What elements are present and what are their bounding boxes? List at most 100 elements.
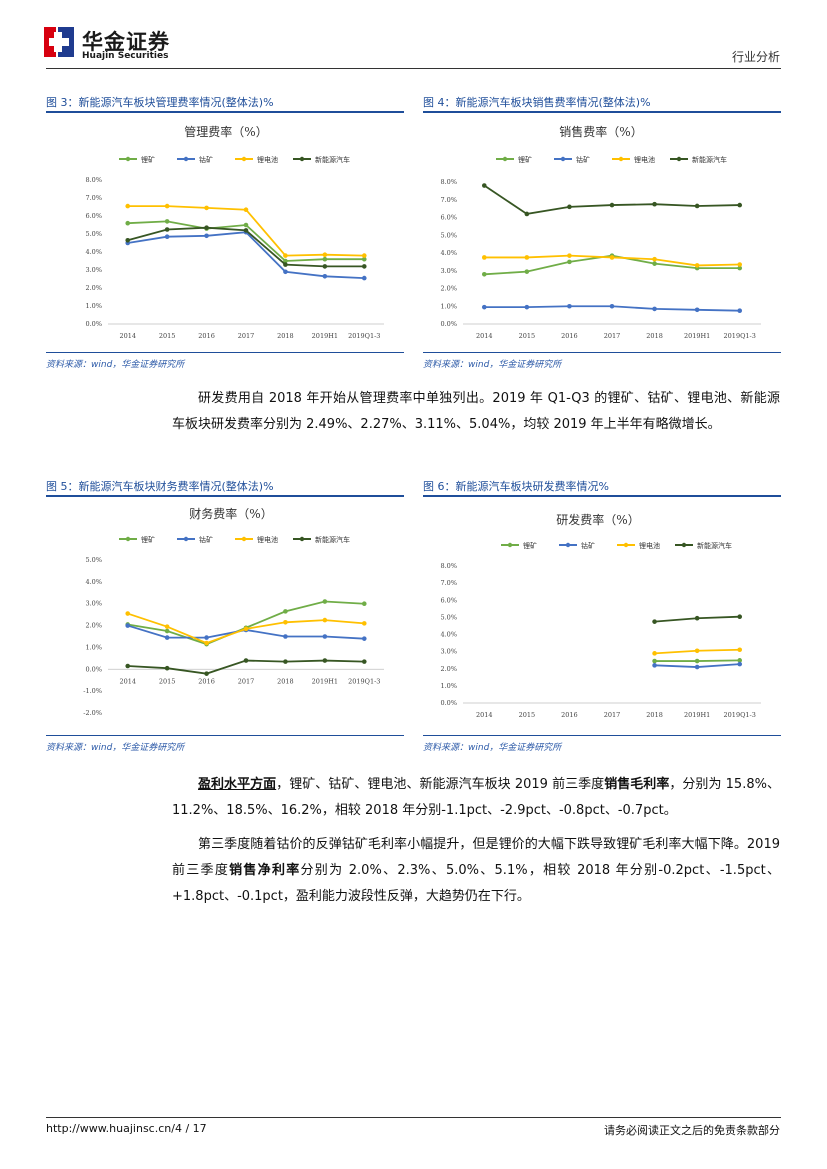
y-tick-label: 5.0% [440,613,457,621]
data-point-cobalt-mine [652,306,657,312]
legend-label-nev: 新能源汽车 [697,541,732,550]
data-point-cobalt-mine [694,664,700,670]
data-point-lithium-battery [164,624,170,629]
data-point-nev [361,659,367,664]
x-tick-label: 2016 [561,711,578,719]
footer-url-link[interactable]: http://www.huajinsc.cn/4 / 17 [46,1122,207,1135]
figure-5-source: 资料来源：wind，华金证券研究所 [46,743,185,753]
data-point-nev [283,262,288,267]
y-tick-label: 6.0% [85,212,102,220]
y-tick-label: 6.0% [440,214,457,222]
data-point-lithium-mine [652,658,657,664]
figure-5-chart: 财务费率（%） 锂矿 钴矿 锂电池 新能源汽车 -2.0% -1.0% 0.0% 1.0% 2.0… [83,506,384,717]
figure-5-rule [46,495,404,497]
figure-3-rule [46,111,404,113]
data-point-lithium-battery [125,611,131,616]
data-point-nev [204,671,209,676]
data-point-lithium-mine [164,219,170,224]
figure-5-source-rule [46,735,404,736]
y-tick-label: 5.0% [85,556,102,564]
chart-title: 财务费率（%） [189,506,272,521]
legend-label-lithium-battery: 锂电池 [639,541,660,550]
data-point-lithium-battery [322,617,328,623]
data-point-lithium-mine [524,269,530,274]
data-point-lithium-battery [361,253,367,258]
legend-label-cobalt-mine: 钴矿 [576,155,590,164]
legend-marker-nev [299,536,305,542]
data-point-lithium-battery [204,205,209,211]
data-point-lithium-mine [322,599,328,604]
data-point-nev [164,665,170,671]
data-point-nev [737,614,743,619]
data-point-cobalt-mine [361,636,367,641]
data-point-lithium-mine [243,222,249,228]
figure-3-title: 图 3：新能源汽车板块管理费率情况(整体法)% [46,96,274,109]
legend-label-nev: 新能源汽车 [692,155,727,164]
data-point-nev [322,264,328,269]
x-tick-label: 2018 [277,332,294,340]
body-paragraph-3-text-b: 分别为 2.0%、2.3%、5.0%、5.1%，相较 2018 年分别-0.2p… [172,863,780,904]
x-tick-label: 2015 [159,677,176,685]
y-tick-label: 1.0% [85,302,102,310]
data-point-lithium-battery [243,207,249,212]
profitability-heading: 盈利水平方面 [198,777,277,792]
body-paragraph-1-text: 研发费用自 2018 年开始从管理费率中单独列出。2019 年 Q1-Q3 的锂… [172,391,780,432]
data-point-cobalt-mine [125,623,131,628]
figure-4-rule [423,111,781,113]
data-point-lithium-battery [567,253,572,258]
y-tick-label: 4.0% [85,248,102,256]
series-line-nev [483,184,740,215]
y-tick-label: 0.0% [85,665,102,673]
legend-label-lithium-mine: 锂矿 [518,155,532,164]
data-point-lithium-battery [694,263,700,268]
y-tick-label: 8.0% [440,178,457,186]
data-point-lithium-battery [322,252,328,257]
data-point-lithium-mine [481,272,487,277]
x-tick-label: 2014 [119,332,136,340]
x-tick-label: 2017 [604,332,621,340]
legend-label-lithium-mine: 锂矿 [523,541,537,550]
data-point-lithium-battery [694,648,700,654]
data-point-nev [243,658,249,663]
y-tick-label: 3.0% [440,648,457,656]
y-tick-label: 8.0% [440,562,457,570]
legend-marker-cobalt-mine [183,536,189,542]
legend-label-lithium-battery: 锂电池 [634,155,655,164]
chart-title: 管理费率（%） [184,124,267,139]
legend-label-lithium-mine: 锂矿 [141,535,155,544]
body-paragraph-3-text-a: 第三季度随着钴价的反弹钴矿毛利率小幅提升，但是锂价的大幅下跌导致锂矿毛利率大幅下… [172,837,780,878]
data-point-nev [322,658,328,663]
x-tick-label: 2019Q1-3 [348,677,380,685]
chart-title: 研发费率（%） [556,512,639,527]
legend-marker-nev [681,542,687,548]
data-point-cobalt-mine [609,303,615,309]
y-tick-label: 8.0% [85,176,102,184]
data-point-nev [164,227,170,232]
data-point-nev [481,183,487,188]
x-tick-label: 2019H1 [684,332,710,340]
y-tick-label: 1.0% [85,643,102,651]
y-tick-label: 5.0% [85,230,102,238]
data-point-nev [283,659,288,664]
y-tick-label: 4.0% [85,578,102,586]
legend-marker-cobalt-mine [565,542,571,548]
y-tick-label: 1.0% [440,682,457,690]
data-point-cobalt-mine [204,635,209,640]
data-point-nev [524,211,530,217]
figure-5-title: 图 5：新能源汽车板块财务费率情况(整体法)% [46,480,274,493]
data-point-lithium-battery [737,262,743,267]
y-tick-label: 3.0% [85,600,102,608]
legend-marker-lithium-battery [241,156,247,162]
figure-6-source: 资料来源：wind，华金证券研究所 [423,743,562,753]
x-tick-label: 2018 [646,332,663,340]
data-point-lithium-mine [652,261,657,266]
data-point-lithium-mine [361,256,367,262]
data-point-lithium-battery [652,256,657,262]
x-tick-label: 2018 [646,711,663,719]
data-point-nev [609,202,615,208]
y-tick-label: 2.0% [85,284,102,292]
figure-6-title: 图 6：新能源汽车板块研发费率情况% [423,480,609,493]
data-point-cobalt-mine [567,303,572,309]
y-tick-label: 7.0% [440,579,457,587]
data-point-lithium-mine [737,658,743,663]
